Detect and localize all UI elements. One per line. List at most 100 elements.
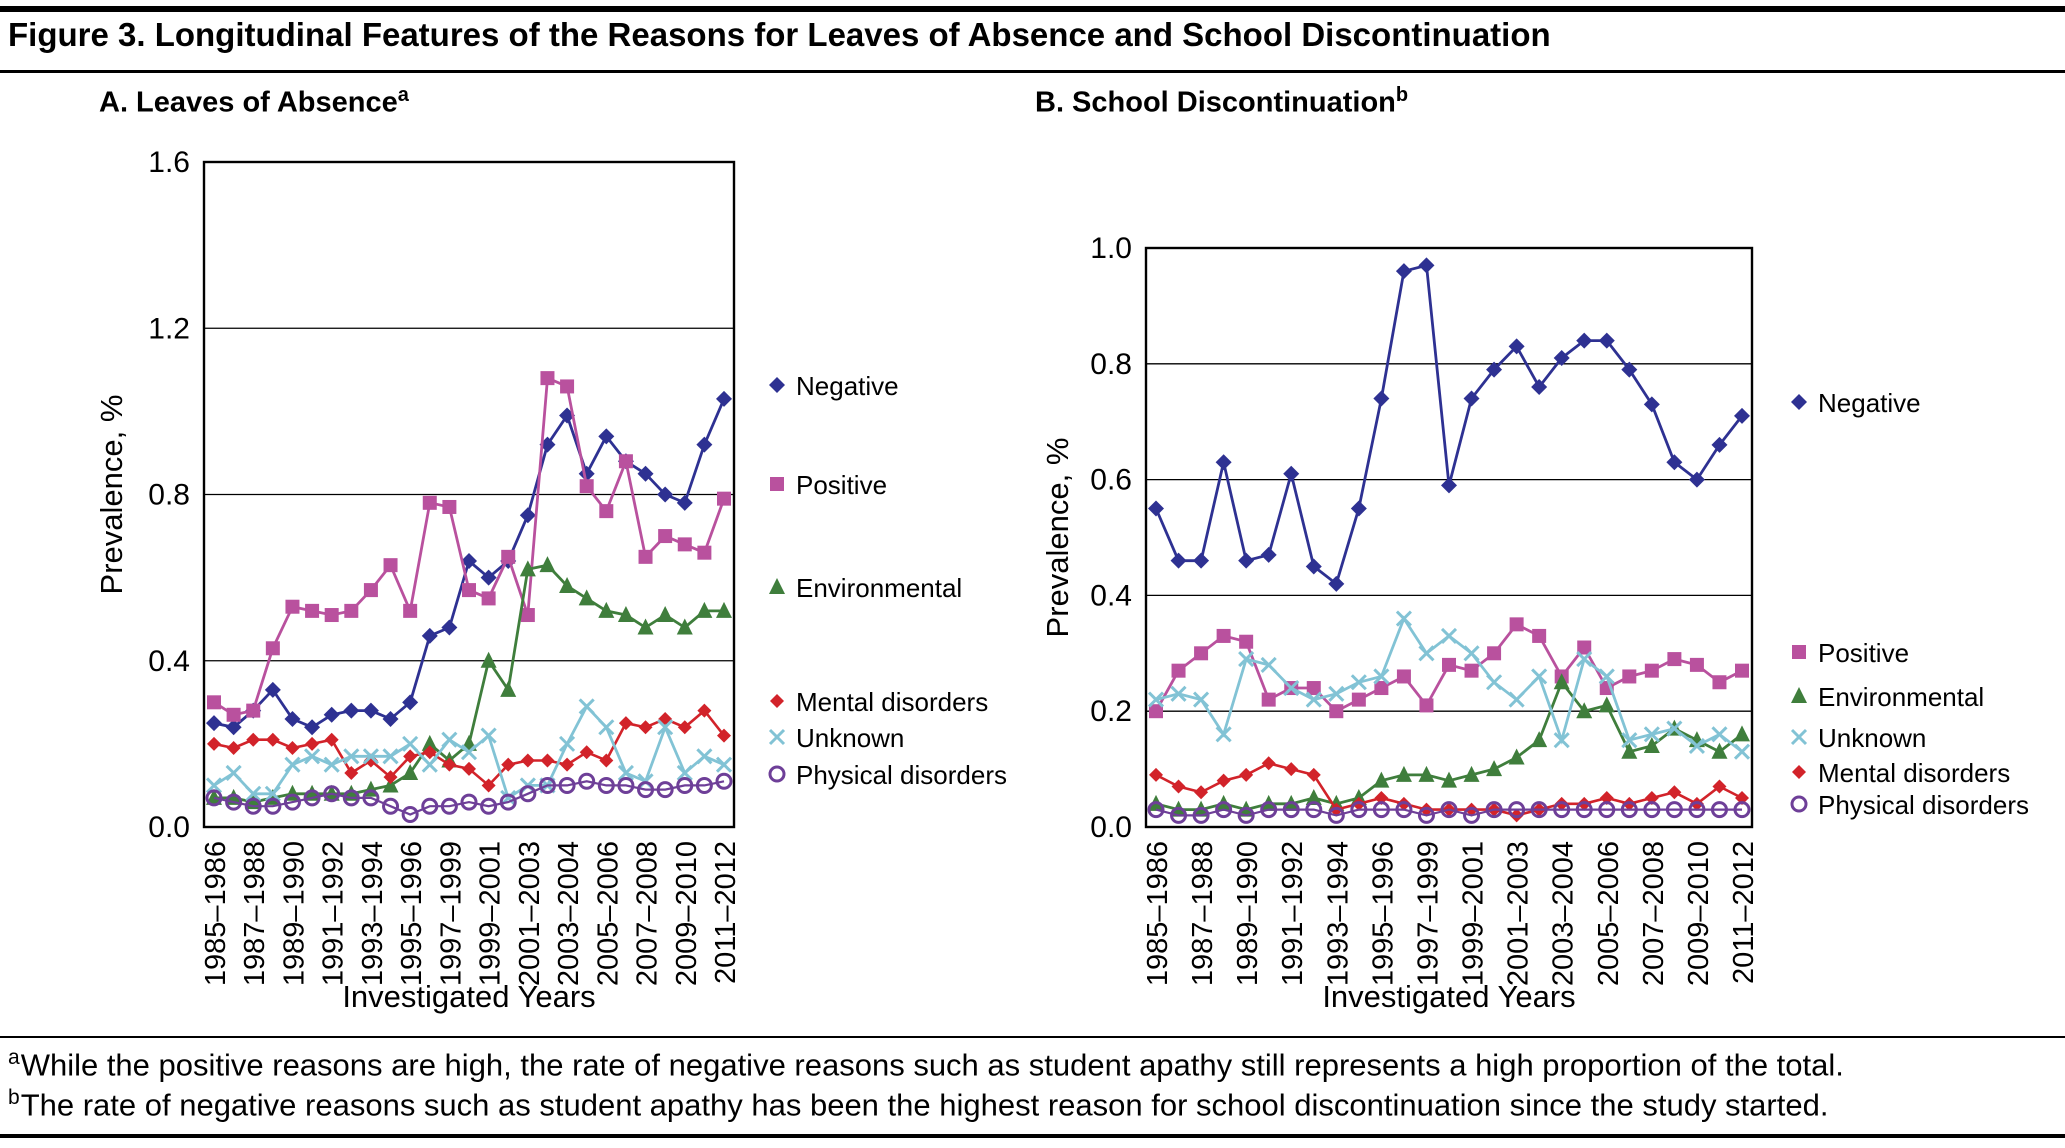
diamond-marker-icon	[1621, 361, 1638, 378]
x-marker-icon	[421, 756, 438, 773]
square-marker-icon	[560, 379, 575, 394]
square-marker-icon	[1689, 657, 1704, 672]
diamond-marker-icon	[770, 694, 784, 708]
top-rule	[0, 6, 2065, 12]
open-circle-marker-icon	[362, 789, 380, 807]
diamond-marker-icon	[598, 428, 615, 445]
diamond-marker-icon	[1238, 552, 1255, 569]
square-marker-icon	[344, 603, 359, 618]
x-marker-icon	[1395, 610, 1412, 627]
diamond-marker-icon	[1688, 471, 1705, 488]
open-circle-marker-icon	[342, 789, 360, 807]
x-tick-label: 1989–1990	[1232, 841, 1264, 986]
legend-item-unknown: Unknown	[1790, 723, 1926, 753]
diamond-marker-icon	[422, 745, 437, 760]
triangle-marker-icon	[696, 601, 713, 618]
x-tick-label: 1993–1994	[357, 841, 389, 986]
open-circle-marker-icon	[1620, 801, 1638, 819]
square-marker-icon	[1667, 652, 1682, 667]
square-marker-icon	[618, 454, 633, 469]
diamond-marker-icon	[1644, 791, 1659, 806]
diamond-marker-icon	[1239, 767, 1254, 782]
square-marker-icon	[501, 549, 516, 564]
square-marker-icon	[383, 558, 398, 573]
x-tick-label: 2001–2003	[514, 841, 546, 986]
x-marker-icon	[441, 731, 458, 748]
legend-label: Mental disorders	[796, 687, 988, 717]
square-marker-icon	[1171, 663, 1186, 678]
y-tick-label: 1.6	[148, 146, 190, 179]
open-circle-marker-icon	[440, 797, 458, 815]
open-circle-marker-icon	[597, 776, 615, 794]
open-circle-marker-icon	[303, 789, 321, 807]
series-unknown	[1147, 610, 1751, 760]
school-discontinuation-chart: 0.0 0.2 0.4 0.6 0.8 1.0 1985–1986 1987–1988 1989…	[1040, 232, 2029, 1014]
open-circle-marker-icon	[1372, 801, 1390, 819]
open-circle-marker-icon	[695, 776, 713, 794]
x-marker-icon	[1193, 691, 1210, 708]
diamond-marker-icon	[442, 757, 457, 772]
diamond-marker-icon	[383, 770, 398, 785]
square-marker-icon	[1419, 698, 1434, 713]
x-marker-icon	[1576, 651, 1593, 668]
footnote-b: bThe rate of negative reasons such as st…	[8, 1086, 1828, 1123]
open-circle-marker-icon	[1665, 801, 1683, 819]
x-marker-icon	[205, 777, 223, 794]
leaves-of-absence-chart: 0.0 0.4 0.8 1.2 1.6 1985–1986 1987–1988 1989–19…	[94, 146, 1007, 1014]
square-marker-icon	[1532, 628, 1547, 643]
square-marker-icon	[717, 491, 731, 506]
open-circle-marker-icon	[1237, 806, 1255, 824]
diamond-marker-icon	[206, 715, 222, 732]
diamond-marker-icon	[1170, 552, 1187, 569]
open-circle-marker-icon	[1305, 801, 1323, 819]
x-tick-label: 1997–1999	[1412, 841, 1444, 986]
square-marker-icon	[1442, 657, 1456, 672]
square-marker-icon	[1792, 645, 1806, 659]
open-circle-marker-icon	[1598, 801, 1616, 819]
series-positive	[207, 371, 731, 722]
diamond-marker-icon	[304, 719, 321, 736]
x-marker-icon	[1531, 668, 1548, 685]
legend-item-unknown: Unknown	[768, 723, 904, 753]
x-tick-label: 1989–1990	[278, 841, 310, 986]
plot-border	[202, 160, 736, 829]
diamond-marker-icon	[599, 753, 614, 768]
diamond-marker-icon	[1553, 350, 1570, 367]
diamond-marker-icon	[264, 681, 281, 698]
open-circle-marker-icon	[1260, 801, 1278, 819]
open-circle-marker-icon	[1643, 801, 1661, 819]
triangle-marker-icon	[657, 606, 674, 623]
triangle-marker-icon	[1791, 687, 1807, 703]
square-marker-icon	[363, 583, 378, 598]
square-marker-icon	[285, 599, 300, 614]
x-tick-label: 2009–2010	[671, 841, 703, 986]
x-marker-icon	[1328, 685, 1345, 702]
diamond-marker-icon	[284, 710, 301, 727]
diamond-marker-icon	[697, 703, 712, 718]
diamond-marker-icon	[1441, 477, 1457, 494]
x-tick-label: 1987–1988	[1187, 841, 1219, 986]
diamond-marker-icon	[1284, 762, 1299, 777]
y-axis-label: Prevalence, %	[1040, 438, 1075, 638]
y-tick-label: 1.0	[1090, 232, 1132, 265]
series-positive	[1149, 617, 1749, 719]
x-marker-icon	[1238, 651, 1255, 668]
square-marker-icon	[1216, 628, 1231, 643]
diamond-marker-icon	[1305, 558, 1322, 575]
diamond-marker-icon	[1149, 767, 1163, 782]
x-marker-icon	[1508, 691, 1525, 708]
triangle-marker-icon	[539, 556, 556, 573]
x-tick-label: 1993–1994	[1322, 841, 1354, 986]
square-marker-icon	[403, 603, 418, 618]
open-circle-marker-icon	[1485, 801, 1503, 819]
diamond-marker-icon	[246, 732, 261, 747]
open-circle-marker-icon	[1417, 806, 1435, 824]
square-marker-icon	[422, 495, 437, 510]
triangle-marker-icon	[1418, 765, 1435, 782]
diamond-marker-icon	[226, 741, 241, 756]
x-axis-label: Investigated Years	[1322, 979, 1575, 1014]
x-marker-icon	[1790, 728, 1808, 746]
square-marker-icon	[207, 695, 221, 710]
x-marker-icon	[460, 744, 478, 761]
square-marker-icon	[1487, 646, 1502, 661]
